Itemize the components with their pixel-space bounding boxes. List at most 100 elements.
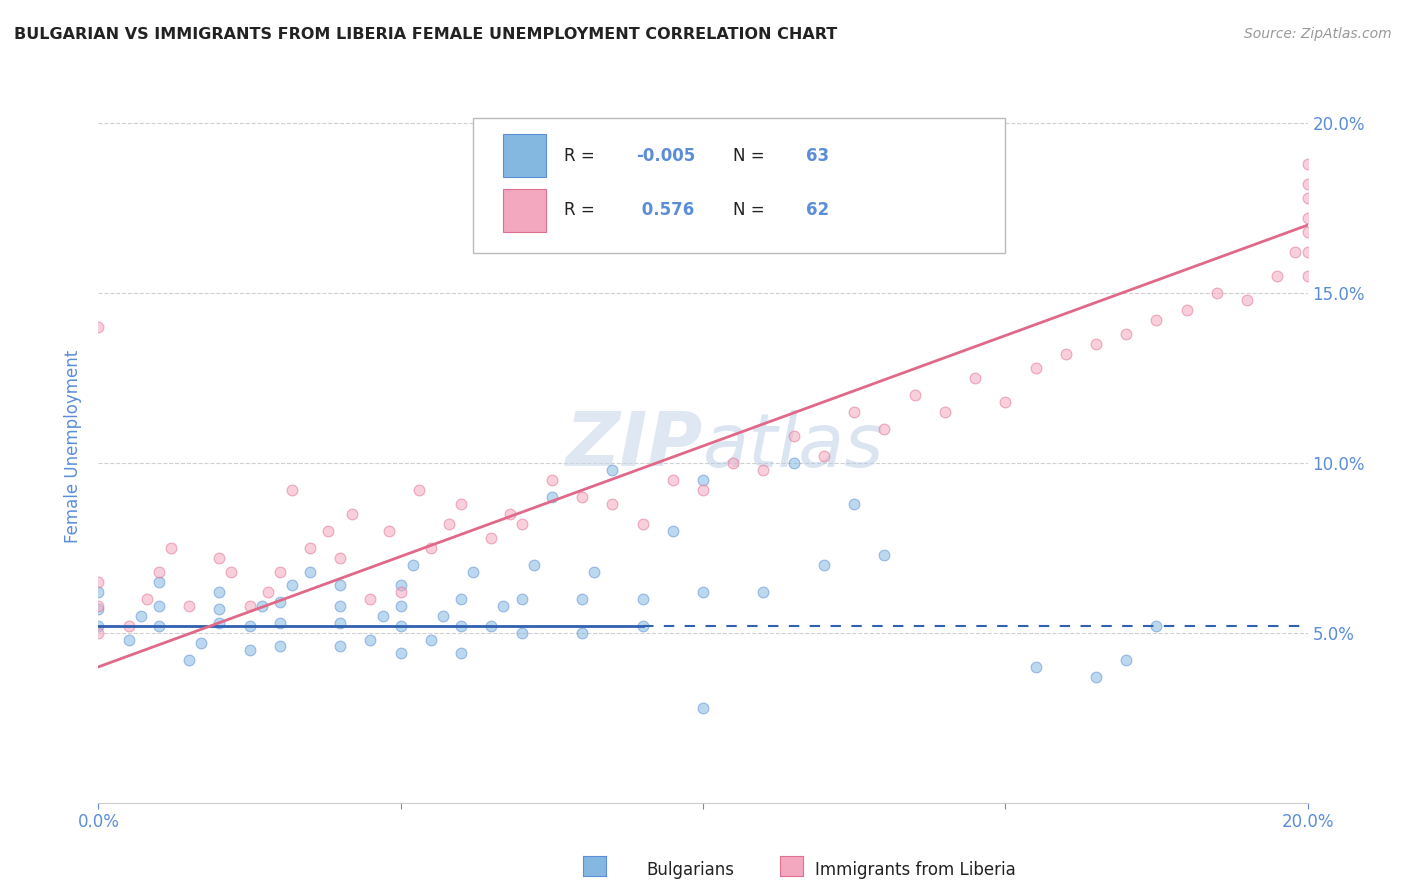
Point xyxy=(371,608,394,623)
Point xyxy=(723,456,745,470)
Point xyxy=(523,558,546,572)
Text: 62: 62 xyxy=(806,202,830,219)
Point xyxy=(1054,347,1077,361)
Point xyxy=(208,602,231,616)
Point xyxy=(450,646,472,660)
Point xyxy=(752,463,775,477)
Text: atlas: atlas xyxy=(703,410,884,482)
Text: 63: 63 xyxy=(806,146,830,165)
Point xyxy=(813,558,835,572)
Point xyxy=(148,599,170,613)
FancyBboxPatch shape xyxy=(474,118,1005,253)
Point xyxy=(269,640,291,654)
Point xyxy=(239,643,262,657)
Point xyxy=(752,585,775,599)
Point xyxy=(221,565,243,579)
Point xyxy=(389,619,412,633)
Point xyxy=(87,320,110,334)
Point xyxy=(692,700,714,714)
Point xyxy=(662,473,685,487)
Point xyxy=(281,483,304,498)
Point xyxy=(389,585,412,599)
Text: N =: N = xyxy=(734,202,770,219)
Point xyxy=(87,585,110,599)
Point xyxy=(129,608,152,623)
Bar xyxy=(503,189,546,232)
Point xyxy=(342,507,364,521)
Point xyxy=(87,599,110,613)
Point xyxy=(208,551,231,566)
Point xyxy=(208,585,231,599)
Point xyxy=(269,595,291,609)
Point xyxy=(540,490,562,504)
Point xyxy=(360,591,382,606)
Text: N =: N = xyxy=(734,146,770,165)
Point xyxy=(813,449,835,463)
Point xyxy=(1115,326,1137,341)
Point xyxy=(329,599,352,613)
Point xyxy=(450,619,472,633)
Point xyxy=(450,591,472,606)
Point xyxy=(269,615,291,630)
Point xyxy=(329,578,352,592)
Point xyxy=(1296,225,1319,239)
Point xyxy=(1024,360,1046,375)
Point xyxy=(118,619,141,633)
Point xyxy=(148,565,170,579)
Point xyxy=(118,632,141,647)
Point xyxy=(329,615,352,630)
Point xyxy=(329,640,352,654)
Point xyxy=(1267,269,1289,284)
Point xyxy=(571,626,593,640)
Point xyxy=(1175,303,1198,318)
Point xyxy=(904,388,927,402)
Point xyxy=(631,591,654,606)
Text: ZIP: ZIP xyxy=(565,409,703,483)
Point xyxy=(87,626,110,640)
Point xyxy=(87,619,110,633)
Y-axis label: Female Unemployment: Female Unemployment xyxy=(65,350,83,542)
Point xyxy=(1144,313,1167,327)
Point xyxy=(299,541,322,555)
Point xyxy=(1296,178,1319,192)
Point xyxy=(481,619,503,633)
Point xyxy=(316,524,339,538)
Bar xyxy=(503,134,546,177)
Point xyxy=(1115,653,1137,667)
Point xyxy=(299,565,322,579)
Point xyxy=(510,517,533,532)
Point xyxy=(377,524,399,538)
Point xyxy=(179,653,201,667)
Point xyxy=(662,524,685,538)
Point xyxy=(329,551,352,566)
Point xyxy=(420,632,443,647)
Point xyxy=(239,599,262,613)
Point xyxy=(692,483,714,498)
Point xyxy=(1085,337,1108,351)
Point xyxy=(510,591,533,606)
Point xyxy=(1296,211,1319,226)
Point xyxy=(692,473,714,487)
Point xyxy=(360,632,382,647)
Point xyxy=(87,574,110,589)
Point xyxy=(994,394,1017,409)
Point xyxy=(1085,670,1108,684)
Point xyxy=(250,599,273,613)
Text: 0.576: 0.576 xyxy=(637,202,695,219)
Point xyxy=(256,585,278,599)
Point xyxy=(420,541,443,555)
Text: Immigrants from Liberia: Immigrants from Liberia xyxy=(815,861,1017,879)
Text: Bulgarians: Bulgarians xyxy=(647,861,735,879)
Point xyxy=(389,599,412,613)
Point xyxy=(148,574,170,589)
Point xyxy=(1144,619,1167,633)
Point xyxy=(1284,245,1306,260)
Text: R =: R = xyxy=(564,146,600,165)
Point xyxy=(965,371,987,385)
Point xyxy=(631,517,654,532)
Point xyxy=(481,531,503,545)
Point xyxy=(873,422,896,436)
Point xyxy=(463,565,485,579)
Point xyxy=(269,565,291,579)
Point xyxy=(1296,191,1319,205)
